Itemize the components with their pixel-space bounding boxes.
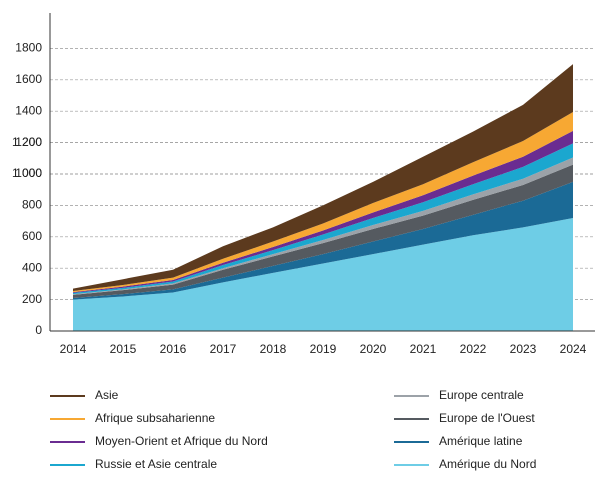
x-tick-label: 2018 bbox=[260, 342, 287, 356]
x-tick-label: 2023 bbox=[510, 342, 537, 356]
legend-label: Europe de l'Ouest bbox=[439, 411, 535, 425]
x-tick-label: 2016 bbox=[160, 342, 187, 356]
x-tick-label: 2017 bbox=[210, 342, 237, 356]
y-tick-label: 600 bbox=[22, 229, 42, 243]
y-tick-label: 0 bbox=[35, 323, 42, 337]
legend-label: Russie et Asie centrale bbox=[95, 457, 217, 471]
area bbox=[73, 217, 573, 331]
legend-label: Amérique latine bbox=[439, 434, 523, 448]
x-tick-label: 2024 bbox=[560, 342, 587, 356]
x-tick-label: 2015 bbox=[110, 342, 137, 356]
x-tick-label: 2020 bbox=[360, 342, 387, 356]
x-tick-label: 2019 bbox=[310, 342, 337, 356]
x-tick-label: 2022 bbox=[460, 342, 487, 356]
x-tick-label: 2021 bbox=[410, 342, 437, 356]
y-tick-label: 1600 bbox=[15, 72, 42, 86]
legend-label: Asie bbox=[95, 388, 119, 402]
y-tick-label: 1 000 bbox=[12, 166, 42, 180]
legend-label: Europe centrale bbox=[439, 388, 524, 402]
y-tick-label: 1800 bbox=[15, 41, 42, 55]
legend-label: Moyen-Orient et Afrique du Nord bbox=[95, 434, 268, 448]
legend-label: Afrique subsaharienne bbox=[95, 411, 215, 425]
y-tick-label: 1200 bbox=[15, 135, 42, 149]
y-tick-label: 1 200 bbox=[12, 135, 42, 149]
y-tick-label: 1000 bbox=[15, 166, 42, 180]
x-tick-label: 2014 bbox=[60, 342, 87, 356]
legend-label: Amérique du Nord bbox=[439, 457, 536, 471]
y-tick-label: 800 bbox=[22, 198, 42, 212]
y-tick-label: 200 bbox=[22, 292, 42, 306]
y-tick-label: 400 bbox=[22, 260, 42, 274]
y-tick-label: 1400 bbox=[15, 103, 42, 117]
